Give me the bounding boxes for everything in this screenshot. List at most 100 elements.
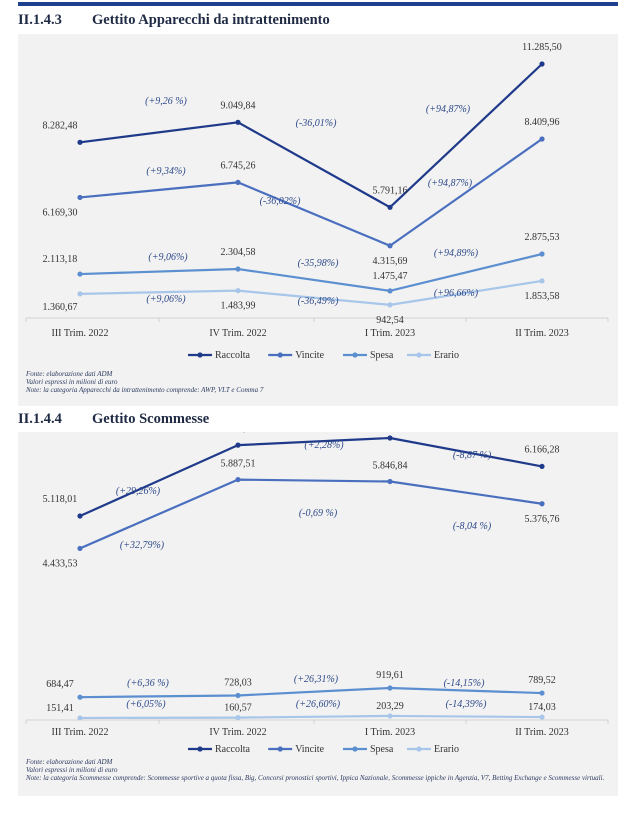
data-point-raccolta <box>539 61 545 67</box>
data-point-erario <box>235 288 241 294</box>
legend-label-erario: Erario <box>434 744 459 755</box>
change-label: (-36,01%) <box>296 118 337 129</box>
chart-panel-apparecchi: III Trim. 2022 IV Trim. 2022 I Trim. 2023 I… <box>18 34 618 406</box>
series-line-vincite <box>79 138 543 247</box>
data-label: 6.166,28 <box>525 444 560 455</box>
note-line: Note: la categoria Scommesse comprende: … <box>26 774 605 783</box>
data-label: 8.409,96 <box>525 117 560 128</box>
legend-label-raccolta: Raccolta <box>215 744 251 755</box>
note-line: Fonte: elaborazione dati ADM <box>26 758 113 766</box>
change-label: (+94,87%) <box>426 104 471 115</box>
change-label: (+2,28%) <box>304 440 344 451</box>
legend: Raccolta Vincite Spesa Erario <box>188 744 459 755</box>
legend-marker <box>352 352 358 358</box>
data-point-vincite <box>387 478 393 485</box>
data-label: 5.846,84 <box>373 461 408 472</box>
legend-marker <box>416 352 422 358</box>
data-label: 174,03 <box>528 702 556 713</box>
legend-label-spesa: Spesa <box>370 350 394 361</box>
x-tick-label: IV Trim. 2022 <box>209 727 266 738</box>
x-tick-label: III Trim. 2022 <box>52 727 109 738</box>
legend-label-vincite: Vincite <box>295 744 324 755</box>
series-line-raccolta <box>79 63 543 209</box>
data-point-vincite <box>539 501 545 507</box>
chart-panel-scommesse: III Trim. 2022 IV Trim. 2022 I Trim. 2023 I… <box>18 432 618 796</box>
change-label: (-36,49%) <box>298 296 339 307</box>
section-number: II.1.4.4 <box>18 411 62 427</box>
data-label: 5.118,01 <box>43 494 78 505</box>
series-line-spesa <box>79 686 543 699</box>
legend-marker <box>416 746 422 752</box>
legend-label-erario: Erario <box>434 350 459 361</box>
change-label: (+9,26 %) <box>145 96 187 107</box>
data-point-erario <box>235 714 241 721</box>
chart-apparecchi: III Trim. 2022 IV Trim. 2022 I Trim. 2023 I… <box>25 42 609 361</box>
data-label: 8.282,48 <box>43 120 78 131</box>
data-label: 728,03 <box>224 677 252 688</box>
series-line-erario <box>79 279 543 306</box>
top-rule <box>18 2 618 6</box>
change-label: (+9,06%) <box>148 252 188 263</box>
data-label: 1.475,47 <box>373 271 408 282</box>
data-point-raccolta <box>77 139 83 145</box>
data-point-raccolta <box>235 119 241 125</box>
data-point-spesa <box>235 692 241 699</box>
chart-notes: Fonte: elaborazione dati ADM Valori espr… <box>26 758 606 783</box>
data-label: 1.483,99 <box>221 301 256 312</box>
data-point-erario <box>387 713 393 719</box>
chart-notes: Fonte: elaborazione dati ADM Valori espr… <box>26 370 606 395</box>
change-label: (+6,36 %) <box>127 678 169 689</box>
change-label: (-8,04 %) <box>453 521 492 532</box>
note-line: Fonte: elaborazione dati ADM <box>26 370 113 378</box>
change-label: (+6,05%) <box>126 699 166 710</box>
x-tick-label: II Trim. 2023 <box>515 727 569 738</box>
series-line-raccolta <box>79 436 543 518</box>
legend-label-vincite: Vincite <box>295 350 324 361</box>
data-label: 151,41 <box>46 703 74 714</box>
data-point-vincite <box>77 194 83 201</box>
x-tick-label: IV Trim. 2022 <box>209 328 266 339</box>
data-label: 160,57 <box>224 703 252 714</box>
data-point-erario <box>77 715 83 721</box>
data-point-erario <box>539 714 545 720</box>
data-point-raccolta <box>539 463 545 470</box>
x-tick-label: I Trim. 2023 <box>365 328 415 339</box>
data-label: 2.304,58 <box>221 247 256 258</box>
change-label: (+96,66%) <box>434 288 479 299</box>
data-point-vincite <box>539 136 545 142</box>
change-label: (-14,39%) <box>446 699 487 710</box>
data-label: 5.791,16 <box>373 185 408 196</box>
series-line-vincite <box>79 478 543 550</box>
legend: Raccolta Vincite Spesa Erario <box>188 350 459 361</box>
data-point-erario <box>387 302 393 308</box>
data-point-spesa <box>235 266 241 272</box>
data-label: 5.376,76 <box>525 514 560 525</box>
section-number: II.1.4.3 <box>18 12 62 28</box>
section-title-apparecchi: II.1.4.3 Gettito Apparecchi da intratteni… <box>18 12 330 29</box>
legend-marker <box>277 746 283 752</box>
legend-marker <box>197 352 203 358</box>
data-label: 4.433,53 <box>43 558 78 569</box>
change-label: (-14,15%) <box>444 678 485 689</box>
note-line: Valori espressi in milioni di euro <box>26 766 118 775</box>
data-label: 6.169,30 <box>43 207 78 218</box>
legend-label-raccolta: Raccolta <box>215 350 251 361</box>
change-label: (+26,31%) <box>294 674 339 685</box>
data-point-erario <box>77 291 83 297</box>
data-point-spesa <box>539 690 545 696</box>
data-point-spesa <box>539 251 545 257</box>
x-tick-label: I Trim. 2023 <box>365 727 415 738</box>
change-label: (+9,34%) <box>146 166 186 177</box>
data-label: 9.049,84 <box>221 100 256 111</box>
data-point-raccolta <box>387 435 393 441</box>
data-label: 1.853,58 <box>525 291 560 302</box>
legend-marker <box>277 352 283 358</box>
data-point-spesa <box>77 271 83 277</box>
change-label: (-35,98%) <box>298 258 339 269</box>
change-label: (+94,87%) <box>428 178 473 189</box>
data-point-vincite <box>387 243 393 249</box>
data-point-vincite <box>235 179 241 186</box>
data-point-spesa <box>387 288 393 294</box>
legend-label-spesa: Spesa <box>370 744 394 755</box>
data-label: 1.360,67 <box>43 302 78 313</box>
